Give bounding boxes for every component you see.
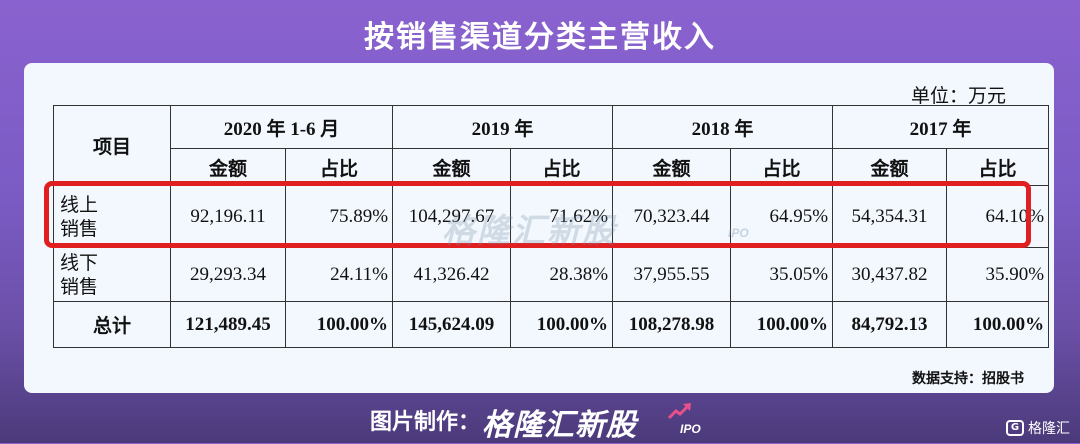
watermark: 格隆汇新股 [442, 211, 617, 250]
table-row-total: 总计 121,489.45 100.00% 145,624.09 100.00%… [53, 301, 1050, 348]
row-label-line1: 线上 [60, 193, 99, 216]
ratio-header: 占比 [284, 148, 394, 186]
row-label-line2: 销售 [60, 275, 99, 298]
table-cell: 30,437.82 [832, 247, 948, 302]
row-label: 总计 [53, 301, 171, 348]
row-label-line2: 销售 [60, 217, 99, 240]
table-cell: 100.00% [284, 301, 394, 348]
table-cell: 75.89% [284, 185, 394, 248]
table-cell: 64.95% [730, 185, 834, 248]
period-header: 2020 年 1-6 月 [169, 105, 394, 149]
table-cell: 35.90% [946, 247, 1050, 302]
table-cell: 145,624.09 [392, 301, 512, 348]
amount-header: 金额 [832, 148, 948, 186]
table-row-offline: 线下 销售 29,293.34 24.11% 41,326.42 28.38% … [53, 247, 1050, 302]
unit-label: 单位：万元 [910, 86, 1006, 107]
period-header: 2019 年 [392, 105, 614, 149]
table-cell: 84,792.13 [832, 301, 948, 348]
table-cell: 70,323.44 [612, 185, 732, 248]
footer-ipo: IPO [680, 422, 701, 436]
row-label-line1: 线下 [60, 251, 99, 274]
amount-header: 金额 [170, 148, 286, 186]
table-row-online: 线上 销售 92,196.11 75.89% 104,297.67 71.62%… [53, 185, 1050, 248]
table-cell: 100.00% [510, 301, 614, 348]
ratio-header: 占比 [730, 148, 834, 186]
table-cell: 41,326.42 [392, 247, 512, 302]
watermark-ipo: IPO [728, 226, 749, 240]
logo-icon: G [1006, 420, 1024, 436]
amount-header: 金额 [612, 148, 732, 186]
table-cell: 54,354.31 [832, 185, 948, 248]
highlight-box [44, 181, 1031, 248]
table-cell: 100.00% [730, 301, 834, 348]
table-cell: 24.11% [284, 247, 394, 302]
footer-brand: 格隆汇新股 [482, 408, 637, 443]
table-cell: 35.05% [730, 247, 834, 302]
period-header: 2018 年 [612, 105, 834, 149]
row-label: 线下 销售 [53, 247, 171, 302]
footer-prefix: 图片制作： [370, 410, 481, 435]
trend-arrow-icon [668, 403, 691, 420]
ratio-header: 占比 [946, 148, 1050, 186]
table-cell: 92,196.11 [170, 185, 286, 248]
source-note: 数据支持：招股书 [912, 371, 1024, 387]
corner-label: 格隆汇 [1028, 421, 1070, 437]
table-card: 单位：万元 项目 2020 年 1-6 月 2019 年 2018 年 2017… [24, 63, 1054, 393]
table-cell: 100.00% [946, 301, 1050, 348]
table-cell: 121,489.45 [170, 301, 286, 348]
period-header: 2017 年 [832, 105, 1050, 149]
table-cell: 37,955.55 [612, 247, 732, 302]
amount-header: 金额 [392, 148, 512, 186]
table-cell: 29,293.34 [170, 247, 286, 302]
table-cell: 28.38% [510, 247, 614, 302]
table-cell: 108,278.98 [612, 301, 732, 348]
item-header: 项目 [53, 105, 171, 186]
table-cell: 71.62% [510, 185, 614, 248]
ratio-header: 占比 [510, 148, 614, 186]
page-title: 按销售渠道分类主营收入 [364, 20, 716, 55]
revenue-table: 项目 2020 年 1-6 月 2019 年 2018 年 2017 年 金额 … [53, 105, 1050, 348]
corner-logo: G 格隆汇 [1006, 418, 1070, 438]
